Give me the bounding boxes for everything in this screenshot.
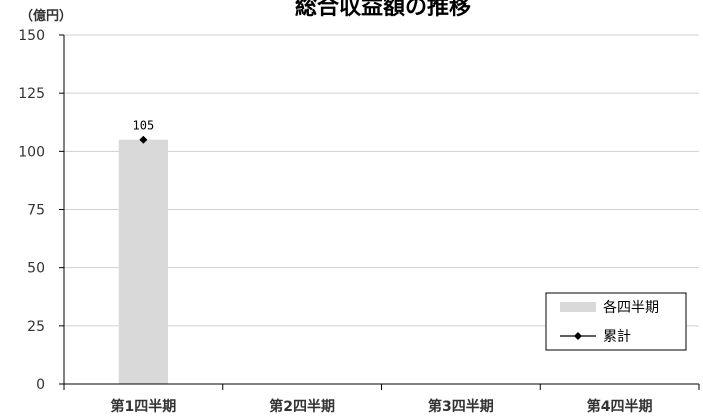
cumulative-marker bbox=[139, 135, 148, 144]
y-tick-label: 50 bbox=[27, 261, 45, 277]
data-label: 105 bbox=[133, 119, 155, 133]
x-tick-label: 第4四半期 bbox=[587, 398, 653, 415]
y-axis-ticks: 0 25 50 75 100 125 150 bbox=[18, 28, 64, 393]
y-tick-label: 125 bbox=[18, 86, 45, 102]
legend: 各四半期 累計 bbox=[545, 292, 687, 351]
legend-bar-label: 各四半期 bbox=[603, 300, 659, 316]
y-tick-label: 150 bbox=[18, 28, 45, 44]
x-tick-label: 第3四半期 bbox=[428, 398, 494, 415]
bar-series bbox=[118, 139, 168, 384]
bar bbox=[118, 139, 168, 384]
y-tick-label: 25 bbox=[27, 319, 45, 335]
legend-line-marker bbox=[574, 332, 582, 340]
cumulative-series bbox=[139, 135, 148, 144]
y-axis-unit-label: （億円） bbox=[20, 8, 72, 24]
y-tick-label: 100 bbox=[18, 144, 45, 160]
legend-line-label: 累計 bbox=[603, 329, 631, 345]
x-axis-labels: 第1四半期 第2四半期 第3四半期 第4四半期 bbox=[111, 398, 653, 415]
x-tick-label: 第2四半期 bbox=[269, 398, 335, 415]
y-tick-label: 75 bbox=[27, 203, 45, 219]
y-tick-label: 0 bbox=[36, 377, 45, 393]
x-tick-label: 第1四半期 bbox=[111, 398, 177, 415]
chart-title: 総合収益額の推移 bbox=[295, 0, 471, 20]
legend-bar-swatch bbox=[560, 302, 596, 312]
axes bbox=[63, 35, 700, 390]
data-labels: 105 bbox=[133, 119, 155, 133]
